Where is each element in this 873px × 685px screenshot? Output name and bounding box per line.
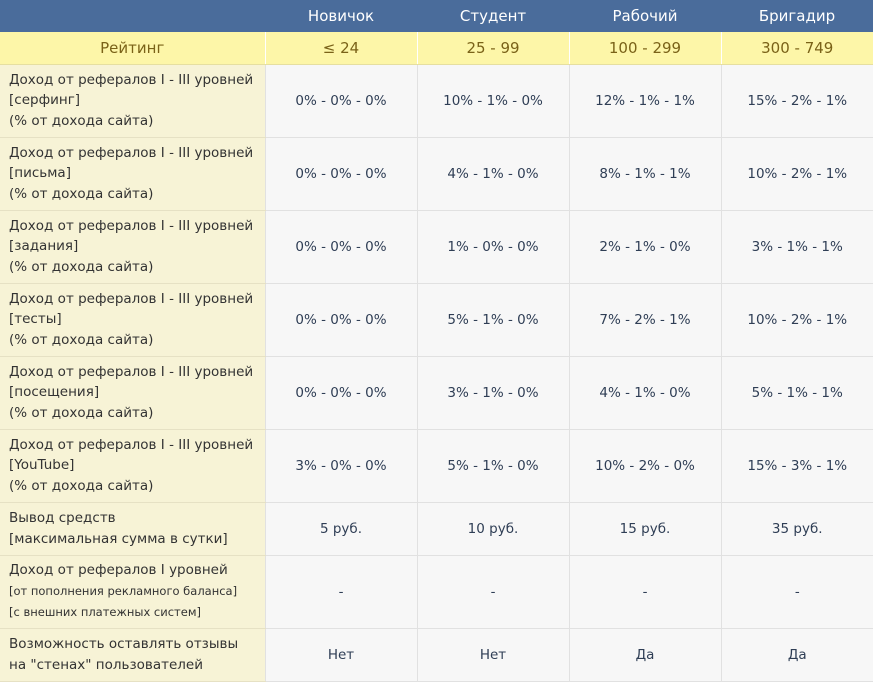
- row-label: Доход от рефералов I - III уровней [тест…: [0, 283, 265, 357]
- table-cell: 15% - 3% - 1%: [720, 429, 873, 503]
- table-cell: 2% - 1% - 0%: [568, 210, 721, 284]
- header-student: Студент: [417, 0, 569, 32]
- table-cell: 5% - 1% - 1%: [720, 356, 873, 430]
- table-cell: -: [568, 555, 721, 629]
- table-cell: 1% - 0% - 0%: [416, 210, 569, 284]
- row-label: Доход от рефералов I - III уровней [YouT…: [0, 429, 265, 503]
- row-label-line: (% от дохода сайта): [9, 112, 154, 129]
- row-label-line: Доход от рефералов I - III уровней: [9, 290, 254, 307]
- table-cell: Нет: [264, 628, 417, 682]
- rating-value: 300 - 749: [720, 32, 873, 65]
- table-cell: 0% - 0% - 0%: [264, 356, 417, 430]
- header-foreman: Бригадир: [721, 0, 873, 32]
- table-cell: Да: [720, 628, 873, 682]
- row-label-line: [серфинг]: [9, 92, 81, 109]
- row-label: Доход от рефералов I - III уровней [пись…: [0, 137, 265, 211]
- row-label-line: [от пополнения рекламного баланса]: [9, 583, 238, 598]
- table-cell: 10 руб.: [416, 502, 569, 556]
- row-label: Доход от рефералов I уровней [от пополне…: [0, 555, 265, 629]
- row-label: Вывод средств [максимальная сумма в сутк…: [0, 502, 265, 556]
- row-label: Доход от рефералов I - III уровней [посе…: [0, 356, 265, 430]
- table-row: Доход от рефералов I - III уровней [посе…: [0, 356, 873, 430]
- table-header-row: Новичок Студент Рабочий Бригадир: [0, 0, 873, 32]
- table-cell: Нет: [416, 628, 569, 682]
- row-label-line: [с внешних платежных систем]: [9, 604, 201, 619]
- table-cell: 15% - 2% - 1%: [720, 64, 873, 138]
- table-cell: -: [264, 555, 417, 629]
- row-label-line: [тесты]: [9, 311, 62, 328]
- header-novice: Новичок: [265, 0, 417, 32]
- row-label-line: Доход от рефералов I - III уровней: [9, 436, 254, 453]
- table-cell: 15 руб.: [568, 502, 721, 556]
- table-cell: 5% - 1% - 0%: [416, 429, 569, 503]
- table-cell: 3% - 1% - 0%: [416, 356, 569, 430]
- table-cell: -: [416, 555, 569, 629]
- row-label-line: Вывод средств: [9, 510, 116, 526]
- row-label-line: [задания]: [9, 238, 79, 255]
- row-label: Доход от рефералов I - III уровней [зада…: [0, 210, 265, 284]
- table-cell: 3% - 0% - 0%: [264, 429, 417, 503]
- row-label-line: Доход от рефералов I - III уровней: [9, 217, 254, 234]
- table-row: Доход от рефералов I уровней [от пополне…: [0, 555, 873, 629]
- rating-row: Рейтинг ≤ 24 25 - 99 100 - 299 300 - 749: [0, 32, 873, 65]
- table-row: Возможность оставлять отзывы на "стенах"…: [0, 628, 873, 682]
- table-row: Доход от рефералов I - III уровней [зада…: [0, 210, 873, 284]
- table-row: Доход от рефералов I - III уровней [YouT…: [0, 429, 873, 503]
- row-label-line: (% от дохода сайта): [9, 477, 154, 494]
- row-label-line: Доход от рефералов I уровней: [9, 562, 228, 579]
- table-cell: 10% - 2% - 1%: [720, 283, 873, 357]
- row-label-line: [посещения]: [9, 384, 100, 401]
- row-label-line: (% от дохода сайта): [9, 404, 154, 421]
- table-cell: 4% - 1% - 0%: [568, 356, 721, 430]
- row-label-line: [YouTube]: [9, 457, 75, 474]
- table-cell: 3% - 1% - 1%: [720, 210, 873, 284]
- table-cell: 5% - 1% - 0%: [416, 283, 569, 357]
- row-label-line: Доход от рефералов I - III уровней: [9, 71, 254, 88]
- table-row: Вывод средств [максимальная сумма в сутк…: [0, 502, 873, 556]
- header-empty-cell: [0, 0, 265, 32]
- table-cell: 35 руб.: [720, 502, 873, 556]
- rating-value: 100 - 299: [568, 32, 721, 65]
- row-label-line: Доход от рефералов I - III уровней: [9, 363, 254, 380]
- row-label-line: [максимальная сумма в сутки]: [9, 530, 228, 547]
- table-cell: 0% - 0% - 0%: [264, 210, 417, 284]
- row-label-line: [письма]: [9, 165, 71, 182]
- table-cell: 5 руб.: [264, 502, 417, 556]
- table-cell: 10% - 1% - 0%: [416, 64, 569, 138]
- table-cell: 4% - 1% - 0%: [416, 137, 569, 211]
- row-label-line: на "стенах" пользователей: [9, 656, 203, 673]
- rating-label: Рейтинг: [0, 32, 265, 65]
- table-row: Доход от рефералов I - III уровней [тест…: [0, 283, 873, 357]
- table-cell: -: [720, 555, 873, 629]
- row-label-line: (% от дохода сайта): [9, 331, 154, 348]
- table-cell: 0% - 0% - 0%: [264, 283, 417, 357]
- table-cell: 10% - 2% - 0%: [568, 429, 721, 503]
- header-worker: Рабочий: [569, 0, 721, 32]
- row-label-line: Доход от рефералов I - III уровней: [9, 144, 254, 161]
- row-label-line: (% от дохода сайта): [9, 185, 154, 202]
- table-cell: 12% - 1% - 1%: [568, 64, 721, 138]
- rating-value: ≤ 24: [264, 32, 417, 65]
- rating-value: 25 - 99: [416, 32, 569, 65]
- table-cell: Да: [568, 628, 721, 682]
- row-label: Доход от рефералов I - III уровней [серф…: [0, 64, 265, 138]
- row-label-line: Возможность оставлять отзывы: [9, 636, 239, 652]
- row-label: Возможность оставлять отзывы на "стенах"…: [0, 628, 265, 682]
- table-row: Доход от рефералов I - III уровней [серф…: [0, 64, 873, 138]
- row-label-line: (% от дохода сайта): [9, 258, 154, 275]
- table-cell: 0% - 0% - 0%: [264, 137, 417, 211]
- table-cell: 8% - 1% - 1%: [568, 137, 721, 211]
- table-cell: 0% - 0% - 0%: [264, 64, 417, 138]
- table-row: Доход от рефералов I - III уровней [пись…: [0, 137, 873, 211]
- table-cell: 7% - 2% - 1%: [568, 283, 721, 357]
- table-cell: 10% - 2% - 1%: [720, 137, 873, 211]
